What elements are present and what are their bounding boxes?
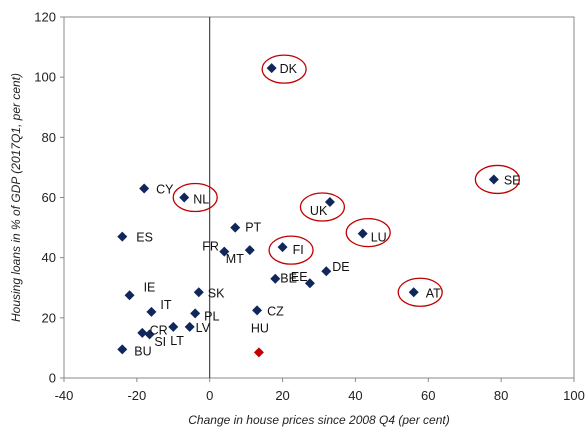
point-label-ee: EE [291,270,308,284]
point-fr [219,246,230,257]
highlight-circle-nl [172,182,218,213]
x-tick-label: -40 [55,388,74,403]
y-axis-title: Housing loans in % of GDP (2017Q1, per c… [9,73,23,322]
highlight-circle-uk [299,192,346,222]
x-tick-label: 60 [421,388,435,403]
point-at [408,287,419,298]
point-label-lu: LU [371,231,387,245]
point-label-si: SI [154,335,166,349]
plot-frame [63,16,575,379]
x-tick-label: 40 [348,388,362,403]
point-bu [117,344,128,355]
point-ee [304,278,315,289]
point-mt [244,245,255,256]
y-tick-label: 0 [49,371,56,386]
y-tick-label: 60 [42,190,56,205]
x-tick-label: -20 [127,388,146,403]
point-uk [324,197,335,208]
highlight-circle-lu [345,217,391,248]
point-se [488,174,499,185]
point-label-fr: FR [202,240,219,254]
point-label-dk: DK [280,62,298,76]
point-fi [277,242,288,253]
point-label-fi: FI [293,243,304,257]
point-si [137,327,148,338]
point-label-mt: MT [226,252,244,266]
point-label-pt: PT [245,221,261,235]
point-label-pl: PL [204,309,219,323]
point-label-es: ES [136,231,153,245]
y-tick-label: 80 [42,130,56,145]
x-axis-title: Change in house prices since 2008 Q4 (pe… [188,413,450,427]
point-sk [193,287,204,298]
y-tick-label: 120 [34,10,56,25]
y-tick-label: 100 [34,70,56,85]
point-label-be: BE [280,272,297,286]
point-label-lv: LV [196,321,211,335]
point-it [146,306,157,317]
point-cy [139,183,150,194]
point-label-sk: SK [208,286,225,300]
point-label-cz: CZ [267,304,284,318]
point-de [321,266,332,277]
point-nl [179,192,190,203]
point-be [270,273,281,284]
x-tick-label: 80 [494,388,508,403]
point-label-at: AT [426,286,441,300]
point-label-nl: NL [193,193,209,207]
x-tick-label: 20 [275,388,289,403]
point-lv [184,321,195,332]
point-ie [124,290,135,301]
highlight-circle-dk [261,54,307,84]
point-lu [357,228,368,239]
highlight-circle-fi [268,235,314,265]
point-cz [252,305,263,316]
point-label-hu: HU [251,321,269,335]
point-label-ie: IE [144,280,156,294]
y-tick-label: 40 [42,250,56,265]
point-label-lt: LT [170,334,184,348]
x-tick-label: 0 [206,388,213,403]
point-es [117,231,128,242]
point-label-it: IT [160,298,171,312]
point-label-cy: CY [156,182,174,196]
point-lt [168,321,179,332]
point-dk [266,63,277,74]
point-label-uk: UK [310,204,328,218]
y-tick-label: 20 [42,310,56,325]
point-label-cr: CR [150,323,168,337]
x-tick-label: 100 [563,388,585,403]
point-cr [144,329,155,340]
point-label-de: DE [332,260,349,274]
highlight-circle-at [397,277,443,307]
point-label-se: SE [504,173,521,187]
highlight-circle-se [474,164,521,195]
point-pl [190,308,201,319]
point-hu [253,347,264,358]
point-pt [230,222,241,233]
point-label-bu: BU [134,344,151,358]
